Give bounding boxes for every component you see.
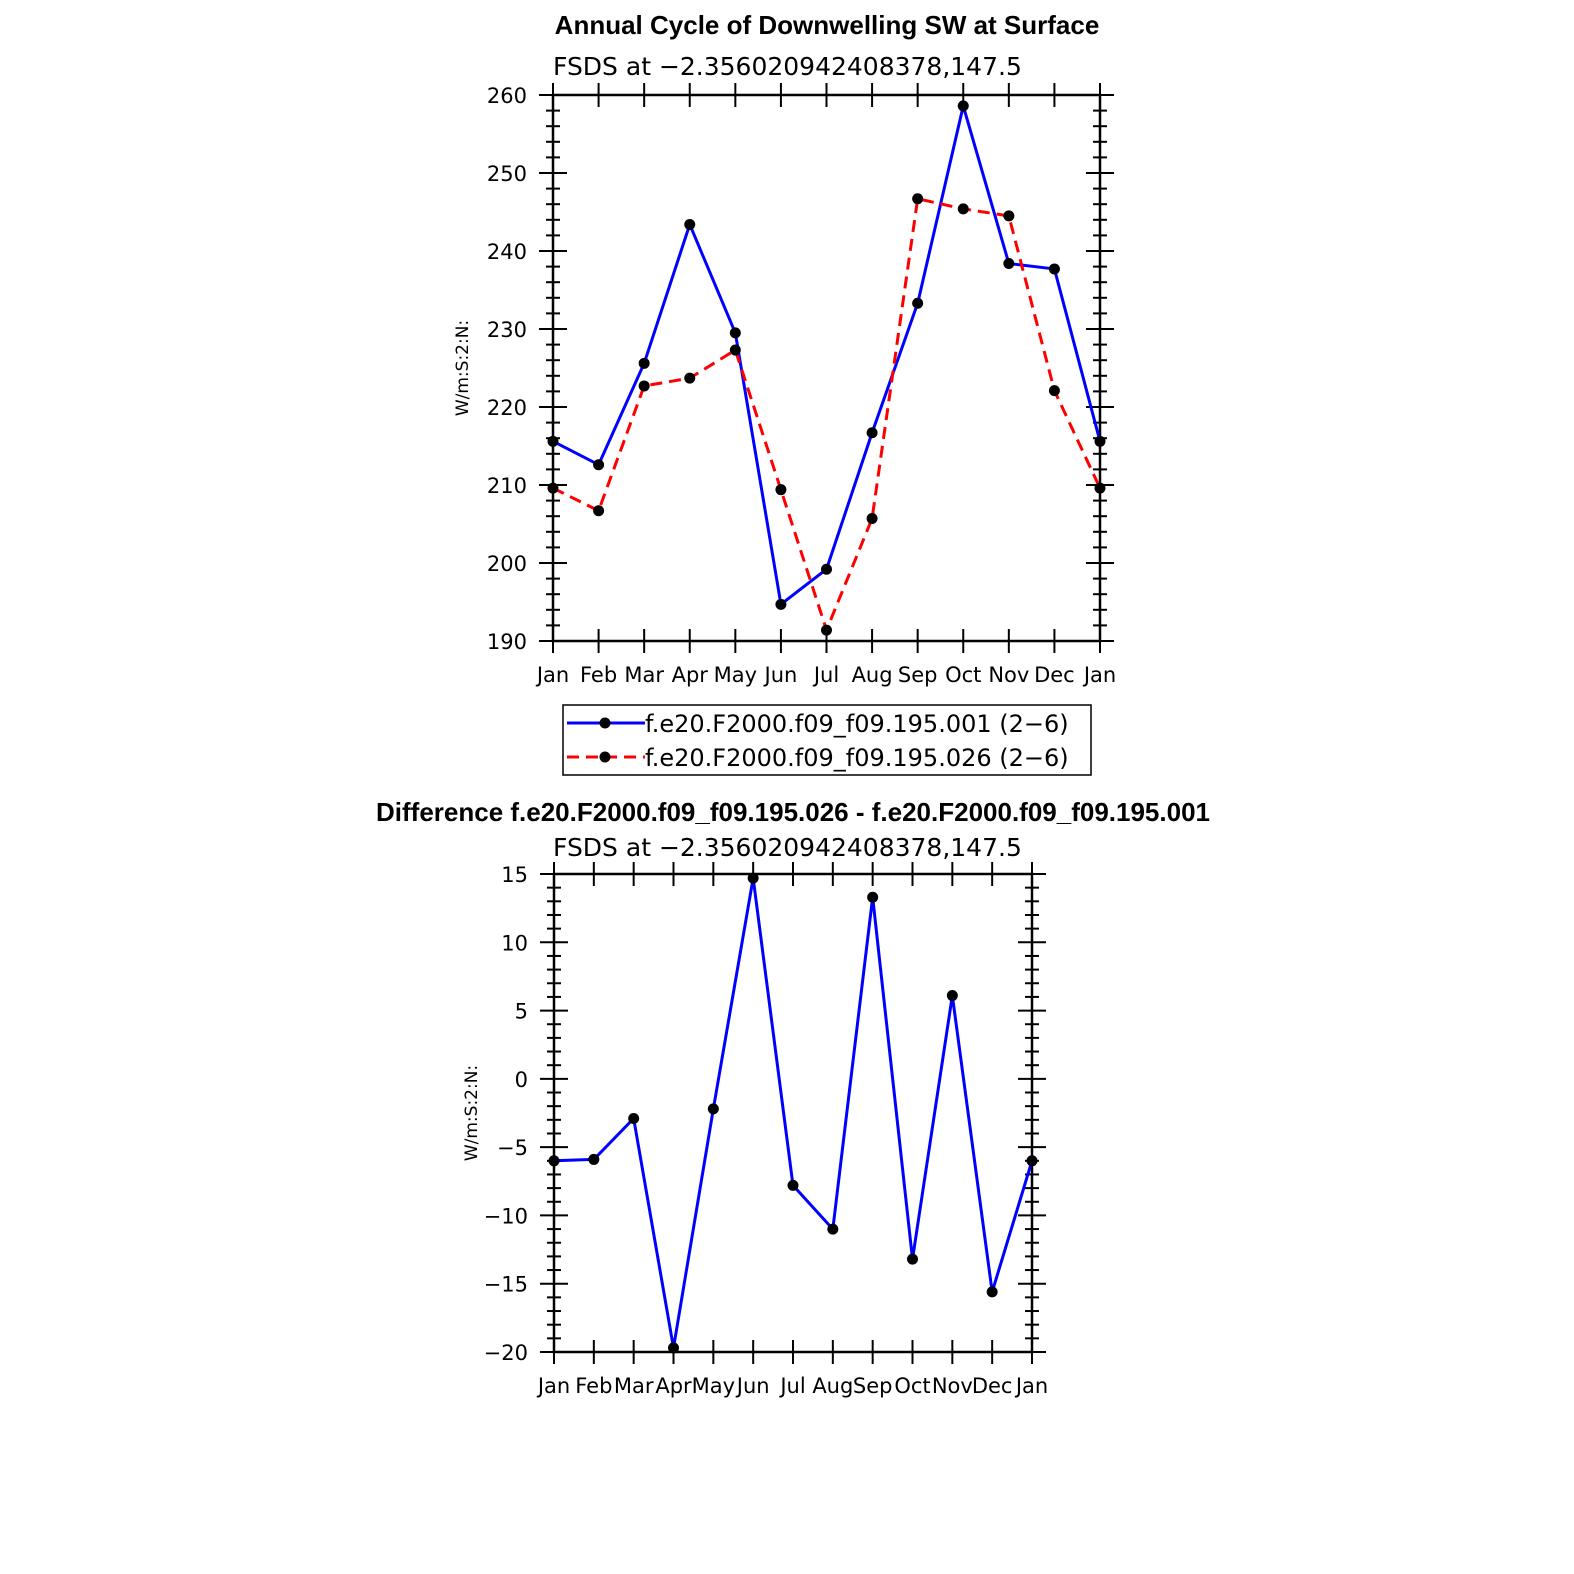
y-tick-label: 210 [487,474,527,498]
data-point [1003,210,1015,222]
y-tick-label: −5 [497,1136,528,1160]
x-tick-label: Aug [852,663,893,687]
data-point [1048,263,1060,275]
data-point [684,372,696,384]
x-tick-label: Oct [945,663,981,687]
data-point [946,990,958,1002]
x-tick-label: Jul [812,663,839,687]
data-point [1048,385,1060,397]
data-point [548,1155,560,1167]
x-tick-label: Jan [536,1374,570,1398]
data-point [684,218,696,230]
y-tick-label: 5 [515,1000,528,1024]
x-tick-label: Mar [624,663,664,687]
data-point [821,563,832,575]
y-tick-label: 0 [515,1068,528,1092]
x-tick-label: Jan [1082,663,1116,687]
x-tick-label: Aug [812,1374,853,1398]
x-tick-label: Nov [988,663,1029,687]
data-point [957,100,969,112]
chart-title: Difference f.e20.F2000.f09_f09.195.026 -… [376,797,1210,827]
x-tick-label: May [714,663,757,687]
data-point [593,505,605,517]
y-tick-label: −20 [484,1341,528,1365]
data-point [827,1223,839,1235]
y-tick-label: 240 [487,240,527,264]
x-tick-label: May [692,1374,735,1398]
data-point [912,297,924,309]
y-axis-label: W/m:S:2:N: [462,1065,482,1161]
y-tick-label: 260 [487,84,527,108]
x-tick-label: Jan [1014,1374,1048,1398]
plot-frame [552,872,1034,1354]
x-tick-label: Apr [655,1374,692,1398]
data-point [547,435,559,447]
y-axis-label: W/m:S:2:N: [453,320,473,416]
plot-frame [551,93,1102,643]
chart-subtitle: FSDS at −2.356020942408378,147.5 [553,52,1022,81]
y-tick-label: 190 [487,630,527,654]
data-point [986,1286,998,1298]
legend-marker [599,717,611,729]
legend-marker [599,751,611,763]
data-point [1094,482,1106,494]
y-tick-label: 220 [487,396,527,420]
data-point [729,327,741,339]
data-point [867,891,879,903]
x-tick-label: Jun [735,1374,770,1398]
data-point [628,1112,640,1124]
y-tick-label: 230 [487,318,527,342]
x-tick-label: Dec [1034,663,1075,687]
x-tick-label: Jul [778,1374,805,1398]
data-point [707,1103,719,1115]
data-point [593,459,605,471]
legend-box [562,704,1092,776]
data-point [747,872,759,884]
data-point [588,1153,600,1165]
x-tick-label: Feb [575,1374,612,1398]
data-point [1026,1155,1038,1167]
data-point [668,1342,679,1354]
data-point [775,484,787,496]
y-tick-label: −10 [484,1204,528,1228]
x-tick-label: Jan [535,663,569,687]
x-tick-label: Mar [614,1374,654,1398]
y-tick-label: 10 [501,931,528,955]
data-point [1003,257,1015,269]
legend-label: f.e20.F2000.f09_f09.195.026 (2−6) [645,744,1069,772]
x-tick-label: Apr [672,663,709,687]
chart-subtitle: FSDS at −2.356020942408378,147.5 [553,833,1022,862]
y-tick-label: 200 [487,552,527,576]
data-point [1094,435,1106,447]
y-tick-label: −15 [484,1273,528,1297]
x-tick-label: Sep [853,1374,893,1398]
series-line-1 [552,104,1102,606]
x-tick-label: Sep [898,663,938,687]
data-point [787,1179,799,1191]
series-line-1 [553,876,1034,1350]
data-point [547,482,559,494]
data-point [729,344,741,356]
x-tick-label: Nov [932,1374,973,1398]
y-tick-label: 250 [487,162,527,186]
data-point [866,427,878,439]
data-point [912,193,924,205]
chart-1: Annual Cycle of Downwelling SW at Surfac… [453,10,1116,776]
x-tick-label: Jun [763,663,798,687]
data-point [957,203,969,215]
data-point [907,1253,918,1265]
x-tick-label: Oct [894,1374,930,1398]
chart-title: Annual Cycle of Downwelling SW at Surfac… [555,10,1100,40]
y-tick-label: 15 [501,863,528,887]
legend-label: f.e20.F2000.f09_f09.195.001 (2−6) [645,710,1069,738]
x-tick-label: Feb [580,663,617,687]
data-point [638,357,650,369]
data-point [775,598,787,610]
data-point [866,513,878,525]
data-point [821,624,832,636]
data-point [638,380,650,392]
x-tick-label: Dec [972,1374,1013,1398]
chart-2: Difference f.e20.F2000.f09_f09.195.026 -… [376,797,1210,1398]
